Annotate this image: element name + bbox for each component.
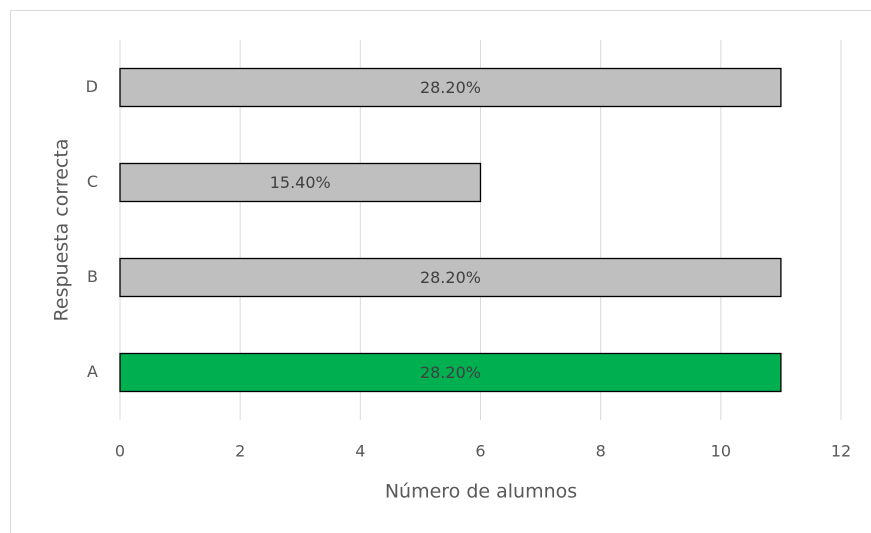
y-tick-label: B xyxy=(87,267,98,286)
bar-label: 28.20% xyxy=(420,268,481,287)
y-tick-label: D xyxy=(86,77,98,96)
bar xyxy=(119,352,782,393)
x-axis-title: Número de alumnos xyxy=(385,481,577,503)
bar xyxy=(119,67,782,108)
bar xyxy=(119,162,482,203)
y-tick-label: A xyxy=(87,362,98,381)
y-tick-label: C xyxy=(87,172,98,191)
bar-label: 28.20% xyxy=(420,363,481,382)
x-tick-label: 0 xyxy=(115,442,125,461)
bar-label: 28.20% xyxy=(420,78,481,97)
x-tick-label: 4 xyxy=(355,442,365,461)
chart-frame xyxy=(10,10,871,533)
x-tick-label: 12 xyxy=(831,442,851,461)
x-tick-label: 2 xyxy=(235,442,245,461)
x-tick-label: 6 xyxy=(475,442,485,461)
bar-label: 15.40% xyxy=(270,173,331,192)
bar xyxy=(119,257,782,298)
x-tick-label: 8 xyxy=(596,442,606,461)
y-axis-title: Respuesta correcta xyxy=(51,139,73,322)
x-tick-label: 10 xyxy=(711,442,731,461)
